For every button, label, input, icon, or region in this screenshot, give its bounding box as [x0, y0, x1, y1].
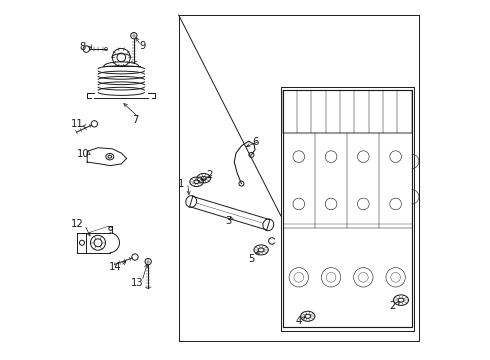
Text: 12: 12: [71, 219, 84, 229]
Text: 1: 1: [178, 179, 184, 189]
Text: 13: 13: [131, 278, 144, 288]
Text: 4: 4: [295, 316, 302, 325]
Text: 10: 10: [77, 149, 90, 159]
Text: 8: 8: [80, 42, 86, 51]
Text: 7: 7: [132, 115, 139, 125]
Text: 9: 9: [140, 41, 146, 50]
Text: 3: 3: [226, 216, 232, 226]
Text: 6: 6: [252, 138, 259, 147]
Text: 11: 11: [71, 120, 84, 129]
Text: 2: 2: [390, 301, 396, 311]
Text: 14: 14: [109, 262, 122, 272]
Text: 2: 2: [206, 170, 212, 180]
Text: 5: 5: [248, 254, 255, 264]
